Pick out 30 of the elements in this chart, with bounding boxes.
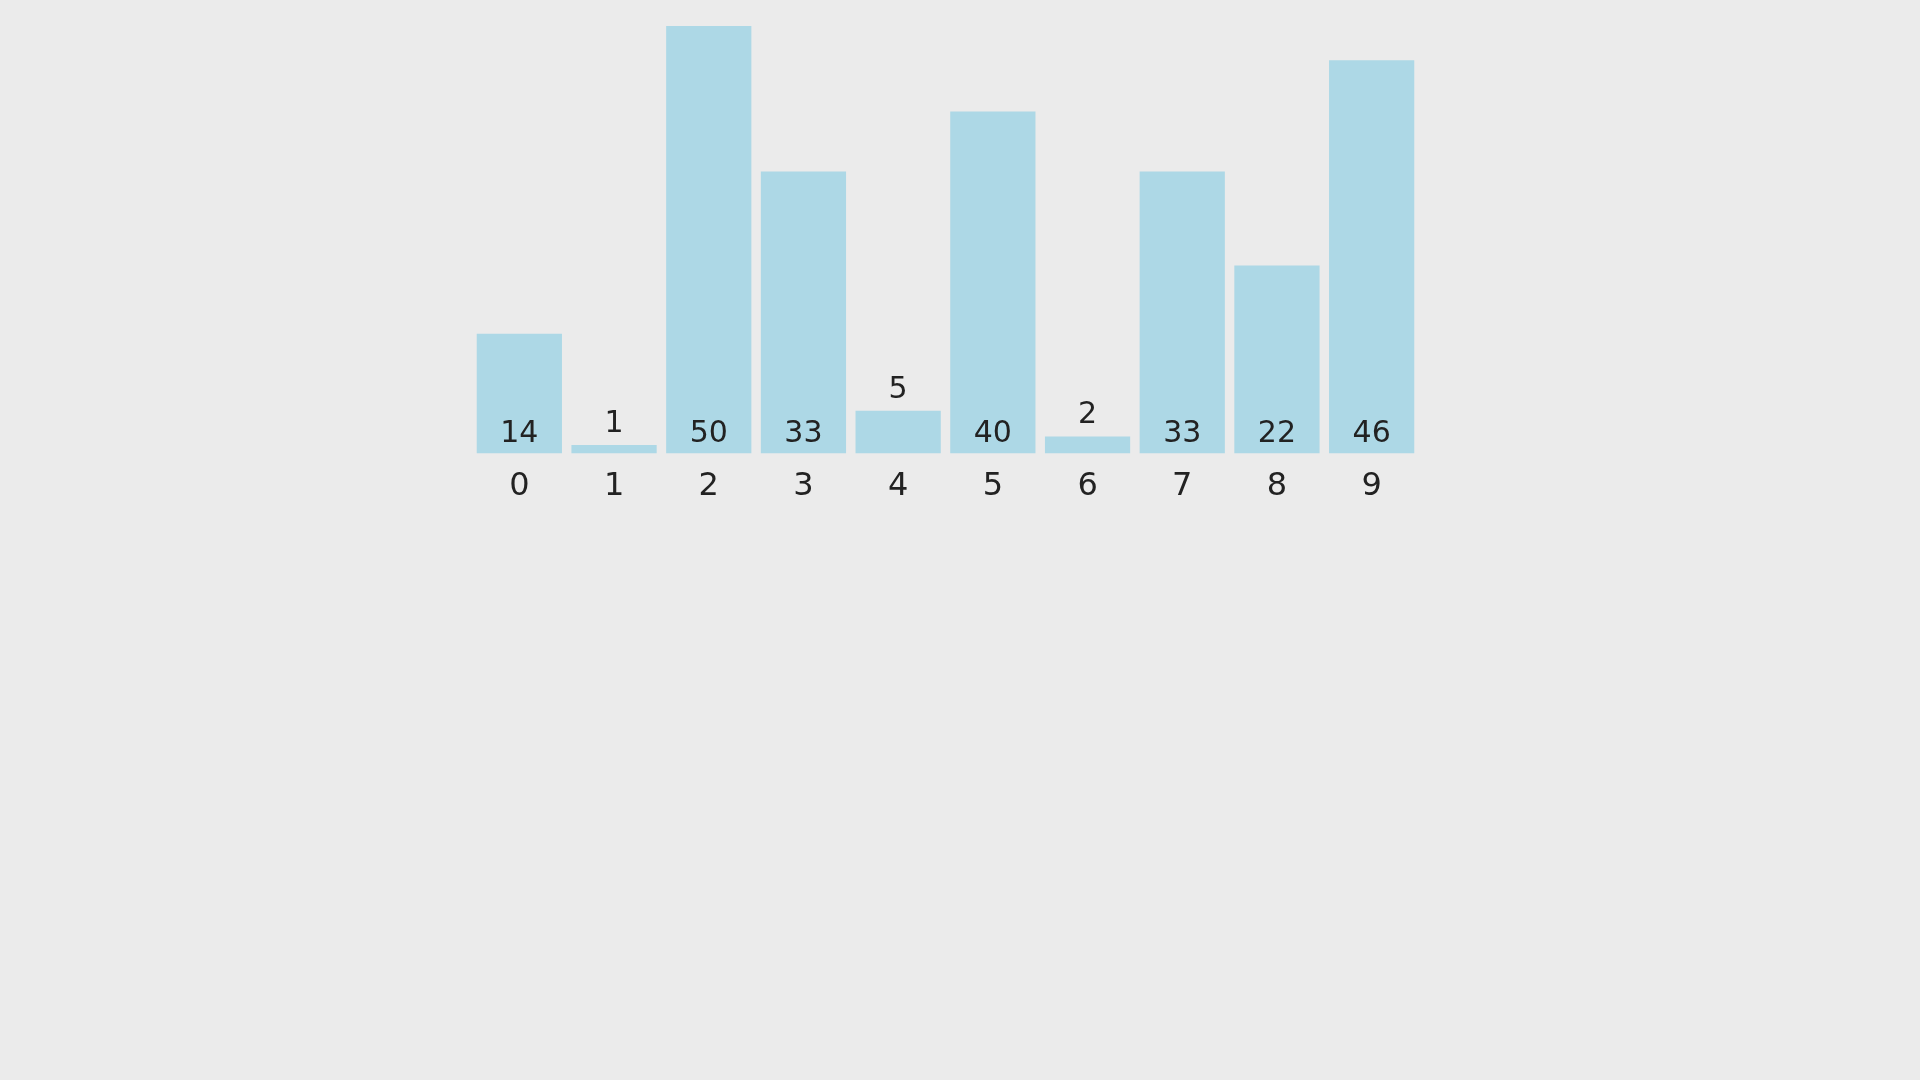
data-label: 40 [973, 414, 1012, 450]
x-tick-label: 0 [509, 465, 530, 504]
bar [666, 26, 752, 454]
bar [1329, 60, 1415, 454]
bar [571, 445, 657, 454]
x-tick-label: 4 [887, 465, 909, 504]
bar [476, 333, 562, 454]
bar [950, 111, 1036, 454]
x-tick-label: 6 [1077, 465, 1098, 504]
data-label: 2 [1078, 395, 1098, 431]
data-label: 1 [604, 403, 624, 439]
x-tick-label: 8 [1266, 465, 1288, 504]
x-tick-label: 3 [793, 465, 814, 504]
data-label: 33 [784, 414, 823, 450]
data-label: 50 [689, 414, 728, 450]
x-tick-label: 9 [1361, 465, 1382, 504]
x-tick-label: 2 [698, 465, 719, 504]
bar [855, 410, 941, 454]
x-tick-label: 5 [982, 465, 1004, 504]
bar [760, 171, 847, 454]
bar [1044, 436, 1131, 454]
data-label: 14 [500, 414, 539, 450]
x-tick-label: 1 [603, 465, 625, 504]
data-label: 33 [1163, 414, 1202, 450]
bar [1234, 265, 1320, 454]
data-label: 46 [1352, 414, 1391, 450]
data-label: 22 [1257, 414, 1297, 450]
bar [1139, 171, 1225, 454]
data-label: 5 [888, 369, 908, 405]
x-tick-label: 7 [1172, 465, 1193, 504]
